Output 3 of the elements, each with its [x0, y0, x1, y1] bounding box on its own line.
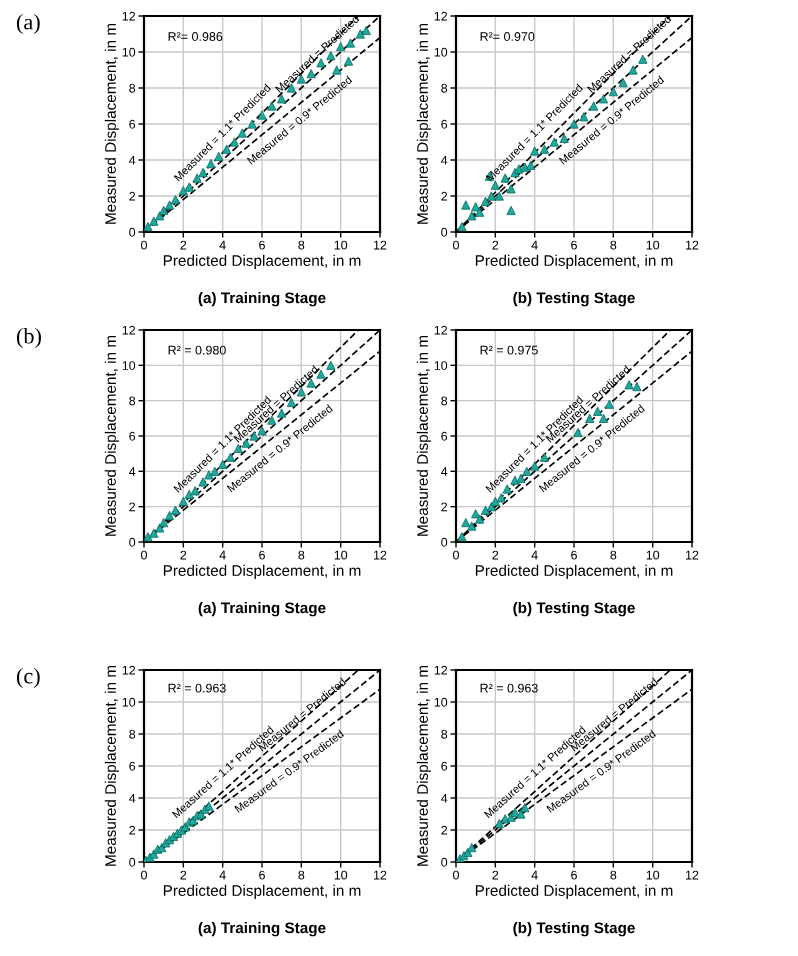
text: (c) — [16, 667, 40, 689]
text: (b) — [16, 327, 41, 349]
text: (a) — [16, 13, 40, 35]
